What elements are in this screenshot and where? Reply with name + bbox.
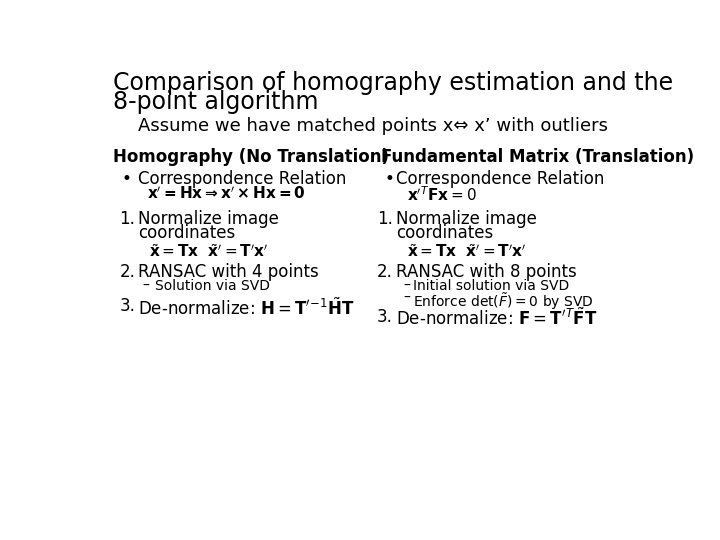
Text: coordinates: coordinates bbox=[396, 224, 493, 242]
Text: 3.: 3. bbox=[377, 308, 392, 326]
Text: Comparison of homography estimation and the: Comparison of homography estimation and … bbox=[113, 71, 673, 95]
Text: 2.: 2. bbox=[377, 264, 392, 281]
Text: Homography (No Translation): Homography (No Translation) bbox=[113, 148, 390, 166]
Text: Assume we have matched points x⇔ x’ with outliers: Assume we have matched points x⇔ x’ with… bbox=[138, 117, 608, 135]
Text: Correspondence Relation: Correspondence Relation bbox=[396, 170, 605, 187]
Text: coordinates: coordinates bbox=[138, 224, 235, 242]
Text: RANSAC with 4 points: RANSAC with 4 points bbox=[138, 264, 319, 281]
Text: Correspondence Relation: Correspondence Relation bbox=[138, 170, 346, 187]
Text: 2.: 2. bbox=[120, 264, 135, 281]
Text: 8-point algorithm: 8-point algorithm bbox=[113, 90, 319, 114]
Text: •: • bbox=[384, 170, 395, 187]
Text: Normalize image: Normalize image bbox=[138, 210, 279, 227]
Text: •: • bbox=[121, 170, 131, 187]
Text: –: – bbox=[404, 279, 410, 293]
Text: RANSAC with 8 points: RANSAC with 8 points bbox=[396, 264, 577, 281]
Text: $\tilde{\mathbf{x}} = \mathbf{Tx}\ \ \tilde{\mathbf{x}}' = \mathbf{T'x'}$: $\tilde{\mathbf{x}} = \mathbf{Tx}\ \ \ti… bbox=[149, 244, 269, 260]
Text: $\mathbf{x}'^{\mathit{T}}\mathbf{Fx} = 0$: $\mathbf{x}'^{\mathit{T}}\mathbf{Fx} = 0… bbox=[407, 186, 477, 204]
Text: –: – bbox=[143, 279, 150, 293]
Text: Initial solution via SVD: Initial solution via SVD bbox=[413, 279, 570, 293]
Text: $\tilde{\mathbf{x}} = \mathbf{Tx}\ \ \tilde{\mathbf{x}}' = \mathbf{T'x'}$: $\tilde{\mathbf{x}} = \mathbf{Tx}\ \ \ti… bbox=[407, 244, 526, 260]
Text: De-normalize: $\mathbf{F} = \mathbf{T}'^{\mathit{T}}\tilde{\mathbf{F}}\mathbf{T}: De-normalize: $\mathbf{F} = \mathbf{T}'^… bbox=[396, 308, 598, 329]
Text: Enforce det$(\tilde{F})=0$ by SVD: Enforce det$(\tilde{F})=0$ by SVD bbox=[413, 291, 594, 312]
Text: 1.: 1. bbox=[377, 210, 392, 227]
Text: –: – bbox=[404, 291, 410, 305]
Text: 3.: 3. bbox=[120, 298, 135, 315]
Text: $\mathbf{x' = Hx \Rightarrow x' \times Hx = 0}$: $\mathbf{x' = Hx \Rightarrow x' \times H… bbox=[148, 186, 306, 202]
Text: De-normalize: $\mathbf{H} = \mathbf{T}'^{-1}\tilde{\mathbf{H}}\mathbf{T}$: De-normalize: $\mathbf{H} = \mathbf{T}'^… bbox=[138, 298, 355, 319]
Text: Normalize image: Normalize image bbox=[396, 210, 537, 227]
Text: Fundamental Matrix (Translation): Fundamental Matrix (Translation) bbox=[381, 148, 694, 166]
Text: 1.: 1. bbox=[120, 210, 135, 227]
Text: Solution via SVD: Solution via SVD bbox=[155, 279, 270, 293]
